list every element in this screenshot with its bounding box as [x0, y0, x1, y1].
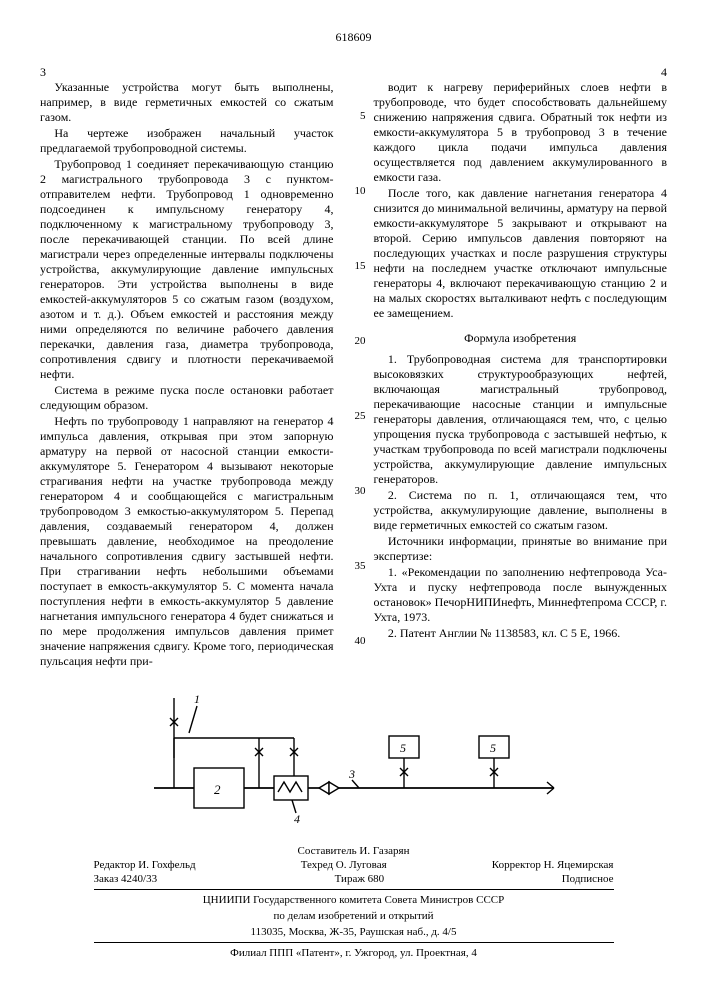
label-3: 3	[348, 767, 355, 781]
address-1: 113035, Москва, Ж-35, Раушская наб., д. …	[94, 926, 614, 938]
line-number: 35	[354, 560, 366, 572]
paragraph: Указанные устройства могут быть выполнен…	[40, 80, 334, 125]
techred: Техред О. Луговая	[301, 859, 387, 871]
paragraph: Трубопровод 1 соединяет перекачивающую с…	[40, 157, 334, 382]
line-number: 15	[354, 260, 366, 272]
label-1: 1	[194, 692, 200, 706]
paragraph: 2. Патент Англии № 1138583, кл. С 5 Е, 1…	[374, 626, 668, 641]
label-5a: 5	[400, 741, 406, 755]
label-5b: 5	[490, 741, 496, 755]
org-line-1: ЦНИИПИ Государственного комитета Совета …	[94, 894, 614, 906]
paragraph: 1. «Рекомендации по заполнению нефтепров…	[374, 565, 668, 625]
line-number: 40	[354, 635, 366, 647]
formula-heading: Формула изобретения	[374, 331, 668, 346]
sign: Подписное	[562, 873, 614, 885]
document-number: 618609	[40, 30, 667, 45]
paragraph: Источники информации, принятые во вниман…	[374, 534, 668, 564]
right-column: 4 5 10 15 20 25 30 35 40 водит к нагреву…	[359, 65, 668, 670]
line-number: 5	[354, 110, 366, 122]
paragraph: 2. Система по п. 1, отличающаяся тем, чт…	[374, 488, 668, 533]
line-number: 30	[354, 485, 366, 497]
divider	[94, 942, 614, 943]
tirage: Тираж 680	[335, 873, 385, 885]
diagram-svg: 1 2	[134, 688, 574, 828]
page-number-left: 3	[40, 65, 334, 80]
divider	[94, 889, 614, 890]
text-columns: 3 Указанные устройства могут быть выполн…	[40, 65, 667, 670]
paragraph: 1. Трубопроводная система для транспорти…	[374, 352, 668, 487]
paragraph: На чертеже изображен начальный участок п…	[40, 126, 334, 156]
paragraph: водит к нагреву периферийных слоев нефти…	[374, 80, 668, 185]
composer: Составитель И. Газарян	[298, 845, 410, 857]
page-root: 618609 3 Указанные устройства могут быть…	[0, 0, 707, 983]
paragraph: Система в режиме пуска после остановки р…	[40, 383, 334, 413]
address-2: Филиал ППП «Патент», г. Ужгород, ул. Про…	[94, 947, 614, 959]
line-number: 20	[354, 335, 366, 347]
paragraph: После того, как давление нагнетания гене…	[374, 186, 668, 321]
label-2: 2	[214, 782, 221, 797]
paragraph: Нефть по трубопроводу 1 направляют на ге…	[40, 414, 334, 669]
page-number-right: 4	[374, 65, 668, 80]
corrector: Корректор Н. Яцемирская	[492, 859, 614, 871]
left-column: 3 Указанные устройства могут быть выполн…	[40, 65, 334, 670]
line-number: 25	[354, 410, 366, 422]
line-number: 10	[354, 185, 366, 197]
label-4: 4	[294, 812, 300, 826]
editor: Редактор И. Гохфельд	[94, 859, 196, 871]
org-line-2: по делам изобретений и открытий	[94, 910, 614, 922]
order-number: Заказ 4240/33	[94, 873, 158, 885]
imprint-footer: Составитель И. Газарян Редактор И. Гохфе…	[40, 845, 667, 959]
pipeline-diagram: 1 2	[134, 688, 574, 833]
